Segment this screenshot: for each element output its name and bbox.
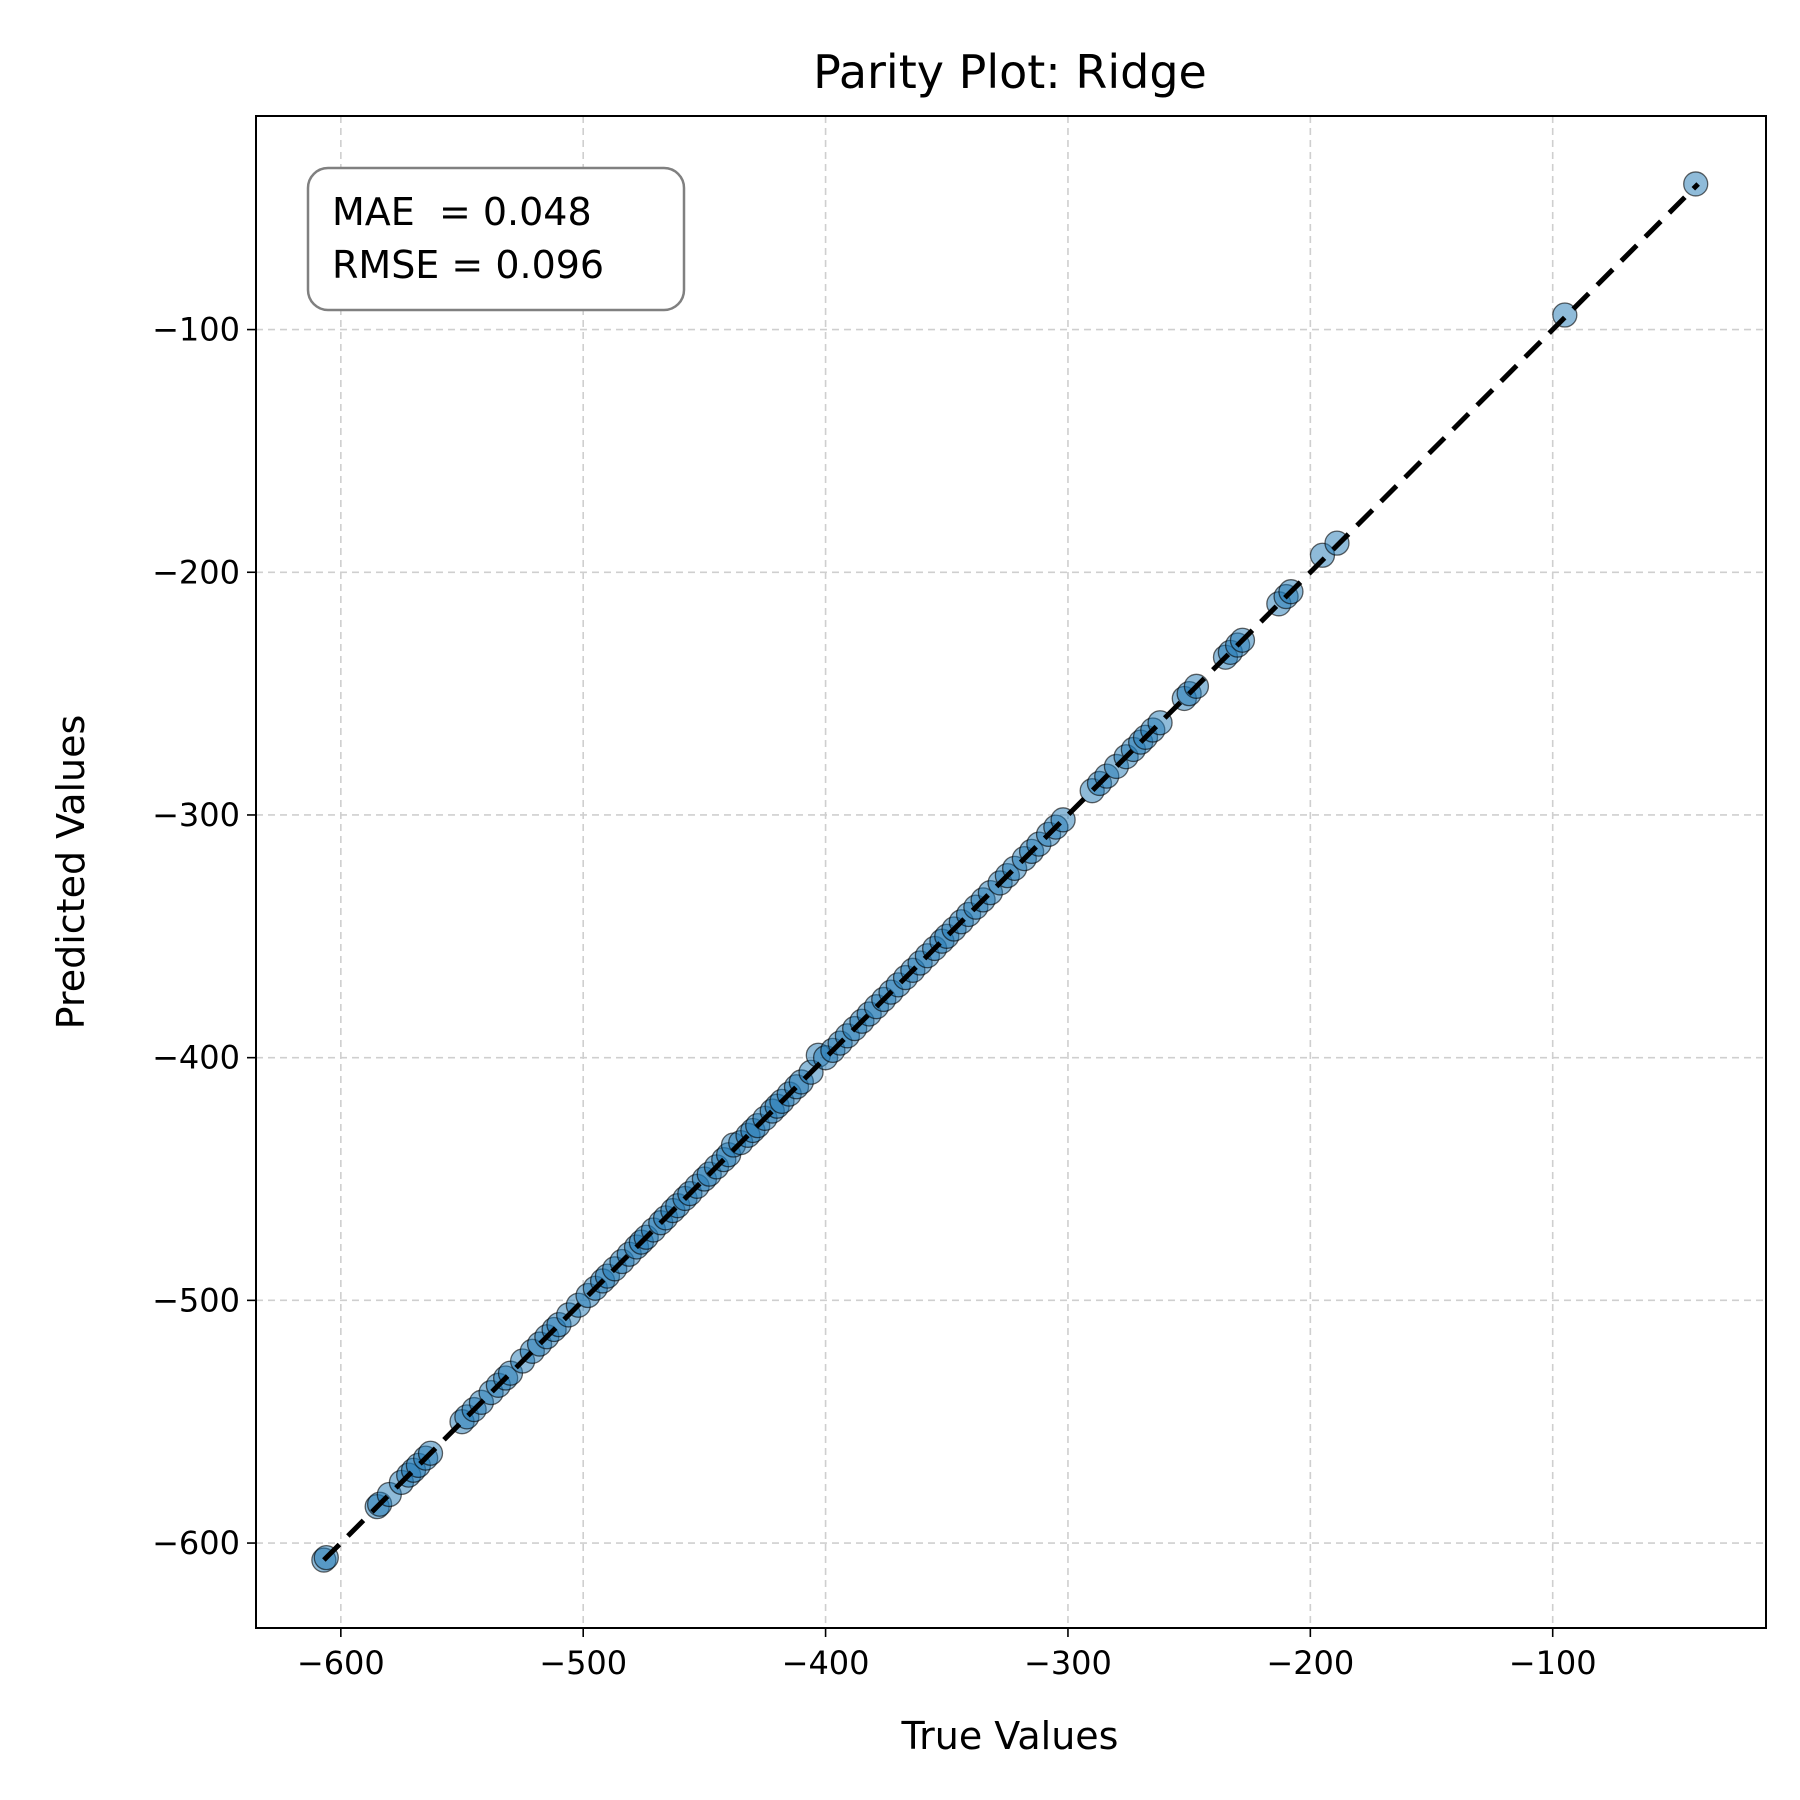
y-tick-label: −200: [152, 553, 240, 591]
rmse-stat: RMSE = 0.096: [332, 243, 604, 287]
plot-frame: [255, 115, 1767, 1629]
y-tick-label: −300: [152, 796, 240, 834]
x-axis-ticks: −600 −500 −400 −300 −200 −100: [297, 1628, 1597, 1682]
y-tick-label: −400: [152, 1039, 240, 1077]
x-tick-label: −400: [782, 1644, 870, 1682]
x-tick-label: −500: [539, 1644, 627, 1682]
reference-line: [322, 182, 1700, 1562]
x-axis-label: True Values: [901, 1714, 1119, 1758]
x-tick-label: −100: [1509, 1644, 1597, 1682]
y-tick-label: −500: [152, 1281, 240, 1319]
x-tick-label: −600: [297, 1644, 385, 1682]
mae-stat: MAE = 0.048: [332, 190, 592, 234]
chart-title: Parity Plot: Ridge: [813, 45, 1207, 99]
stats-box: MAE = 0.048 RMSE = 0.096: [306, 166, 686, 312]
y-axis-ticks: −600 −500 −400 −300 −200 −100: [152, 311, 256, 1562]
x-tick-label: −200: [1266, 1644, 1354, 1682]
stats-box-frame: [306, 166, 686, 312]
grid: [256, 116, 1766, 1628]
y-tick-label: −100: [152, 311, 240, 349]
x-tick-label: −300: [1024, 1644, 1112, 1682]
y-tick-label: −600: [152, 1524, 240, 1562]
y-axis-label: Predicted Values: [49, 715, 93, 1030]
reference-line-group: [322, 182, 1700, 1562]
